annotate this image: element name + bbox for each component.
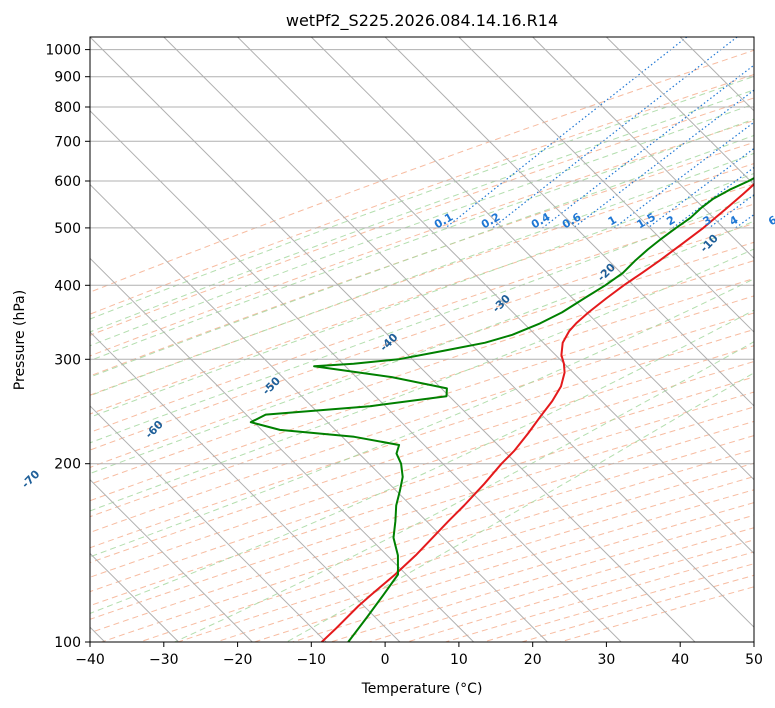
isotherm-line: [753, 37, 754, 38]
isotherm-line: [90, 257, 475, 642]
isotherm-line: [90, 110, 622, 642]
y-tick-label: 300: [54, 352, 81, 368]
y-tick-label: 400: [54, 278, 81, 294]
x-axis: −40 −30 −20 −10 0 10 20 30 40 50: [75, 642, 763, 668]
dry-adiabat-line: [177, 462, 754, 642]
moist-adiabat-line: [90, 152, 754, 397]
dry-adiabat-line: [90, 49, 754, 293]
y-axis: 1000 900 800 700 600 500 400 300 200 100: [45, 43, 90, 651]
x-tick-label: 0: [381, 652, 390, 668]
y-tick-label: 100: [54, 635, 81, 651]
moist-adiabat-line: [90, 195, 754, 444]
dewpoint-profile-line: [249, 177, 754, 642]
dry-adiabat-line: [90, 406, 754, 620]
temperature-profile-line: [321, 182, 754, 642]
isobar-gridlines: [90, 49, 754, 642]
isotherm-line: [310, 37, 754, 481]
isotherm-line: [384, 37, 754, 407]
moist-adiabat-line: [90, 75, 754, 320]
dry-adiabat-line: [216, 476, 754, 642]
y-tick-label: 500: [54, 221, 81, 237]
moist-adiabat-line: [90, 118, 754, 362]
mixing-ratio-label: 6: [766, 213, 775, 228]
isotherm-label: -70: [19, 467, 42, 490]
y-tick-label: 800: [54, 100, 81, 116]
x-tick-label: 10: [450, 652, 468, 668]
x-tick-label: 40: [671, 652, 689, 668]
dry-adiabat-line: [368, 527, 754, 642]
background-lines: [90, 37, 754, 642]
x-tick-label: 20: [524, 652, 542, 668]
x-tick-label: −10: [297, 652, 327, 668]
isotherm-line: [606, 37, 754, 186]
dry-adiabat-line: [139, 448, 754, 642]
isotherm-line: [532, 37, 754, 260]
moist-adiabat-line: [90, 89, 754, 333]
moist-adiabat-line: [90, 248, 754, 512]
mixing-ratio-line: [672, 166, 754, 229]
isotherm-line: [163, 37, 754, 628]
y-axis-label: Pressure (hPa): [12, 290, 28, 390]
y-tick-label: 700: [54, 134, 81, 150]
x-tick-label: 30: [597, 652, 615, 668]
x-tick-label: −40: [75, 652, 105, 668]
x-tick-label: 50: [745, 652, 763, 668]
plot-frame: [89, 36, 755, 643]
isotherm-line: [90, 183, 548, 642]
isotherm-line: [237, 37, 754, 555]
profile-lines: [249, 177, 754, 642]
isotherm-line: [90, 37, 696, 642]
moist-adiabat-line: [90, 278, 754, 558]
x-tick-label: −30: [149, 652, 179, 668]
y-tick-label: 600: [54, 174, 81, 190]
isotherm-line: [458, 37, 754, 333]
dry-adiabat-line: [90, 420, 754, 634]
mixing-ratio-line: [613, 121, 754, 229]
isotherm-line: [90, 331, 401, 642]
x-tick-label: −20: [223, 652, 253, 668]
mixing-ratio-line: [445, 37, 688, 229]
chart-title: wetPf2_S225.2026.084.14.16.R14: [286, 11, 558, 31]
y-tick-label: 200: [54, 457, 81, 473]
mixing-ratio-line: [542, 64, 754, 229]
dry-adiabat-line: [407, 539, 754, 642]
moist-adiabat-line: [90, 172, 754, 418]
isotherm-line: [90, 405, 327, 642]
dry-adiabat-line: [90, 328, 754, 549]
x-axis-label: Temperature (°C): [361, 681, 483, 697]
y-tick-label: 900: [54, 70, 81, 86]
dry-adiabat-line: [101, 435, 754, 642]
plot-background: [90, 37, 754, 642]
isotherm-line: [90, 478, 253, 642]
y-tick-label: 1000: [45, 43, 81, 59]
